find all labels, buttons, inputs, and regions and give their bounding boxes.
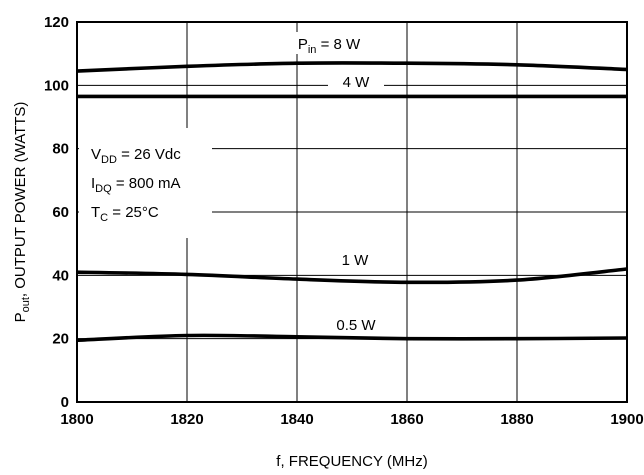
axis-titles: f, FREQUENCY (MHz) Pout, OUTPUT POWER (WA… [12, 102, 428, 470]
conditions-mask [79, 128, 212, 238]
series-group [76, 61, 628, 343]
condition-idq: IDQ = 800 mA [91, 175, 180, 195]
tick-labels: 1800 1820 1840 1860 1880 1900 0 20 40 60 80 100 120 [44, 14, 644, 428]
x-tick-label: 1800 [60, 411, 93, 428]
x-tick-label: 1860 [390, 411, 423, 428]
condition-vdd: VDD = 26 Vdc [91, 146, 181, 166]
series-line-8w [76, 61, 628, 73]
label-mask-05w [324, 313, 388, 333]
label-mask-4w [328, 72, 384, 92]
y-tick-label: 20 [52, 331, 69, 348]
y-axis-title: Pout, OUTPUT POWER (WATTS) [12, 102, 32, 323]
y-tick-label: 100 [44, 77, 69, 94]
label-mask-8w [262, 32, 396, 54]
plot-frame [76, 21, 628, 403]
x-tick-label: 1820 [170, 411, 203, 428]
y-tick-label: 60 [52, 204, 69, 221]
y-tick-label: 0 [61, 394, 69, 411]
series-label-1w: 1 W [342, 252, 370, 269]
condition-tc: TC = 25°C [91, 204, 159, 224]
series-label-0-5w: 0.5 W [336, 317, 376, 334]
y-tick-label: 40 [52, 267, 69, 284]
series-label-4w: 4 W [343, 74, 371, 91]
series-labels: Pin = 8 W 4 W 1 W 0.5 W [298, 36, 377, 334]
x-tick-label: 1880 [500, 411, 533, 428]
y-tick-label: 120 [44, 14, 69, 31]
label-masks [79, 32, 396, 333]
conditions-block: VDD = 26 Vdc IDQ = 800 mA TC = 25°C [91, 146, 181, 224]
y-tick-label: 80 [52, 141, 69, 158]
x-tick-label: 1900 [610, 411, 643, 428]
label-mask-1w [330, 248, 380, 270]
x-axis-title: f, FREQUENCY (MHz) [276, 453, 427, 470]
plot-border [76, 21, 628, 403]
y-axis-title-group: Pout, OUTPUT POWER (WATTS) [12, 102, 32, 323]
x-tick-label: 1840 [280, 411, 313, 428]
series-line-0-5w [76, 333, 628, 343]
series-line-1w [76, 267, 628, 285]
series-label-8w: Pin = 8 W [298, 36, 361, 56]
